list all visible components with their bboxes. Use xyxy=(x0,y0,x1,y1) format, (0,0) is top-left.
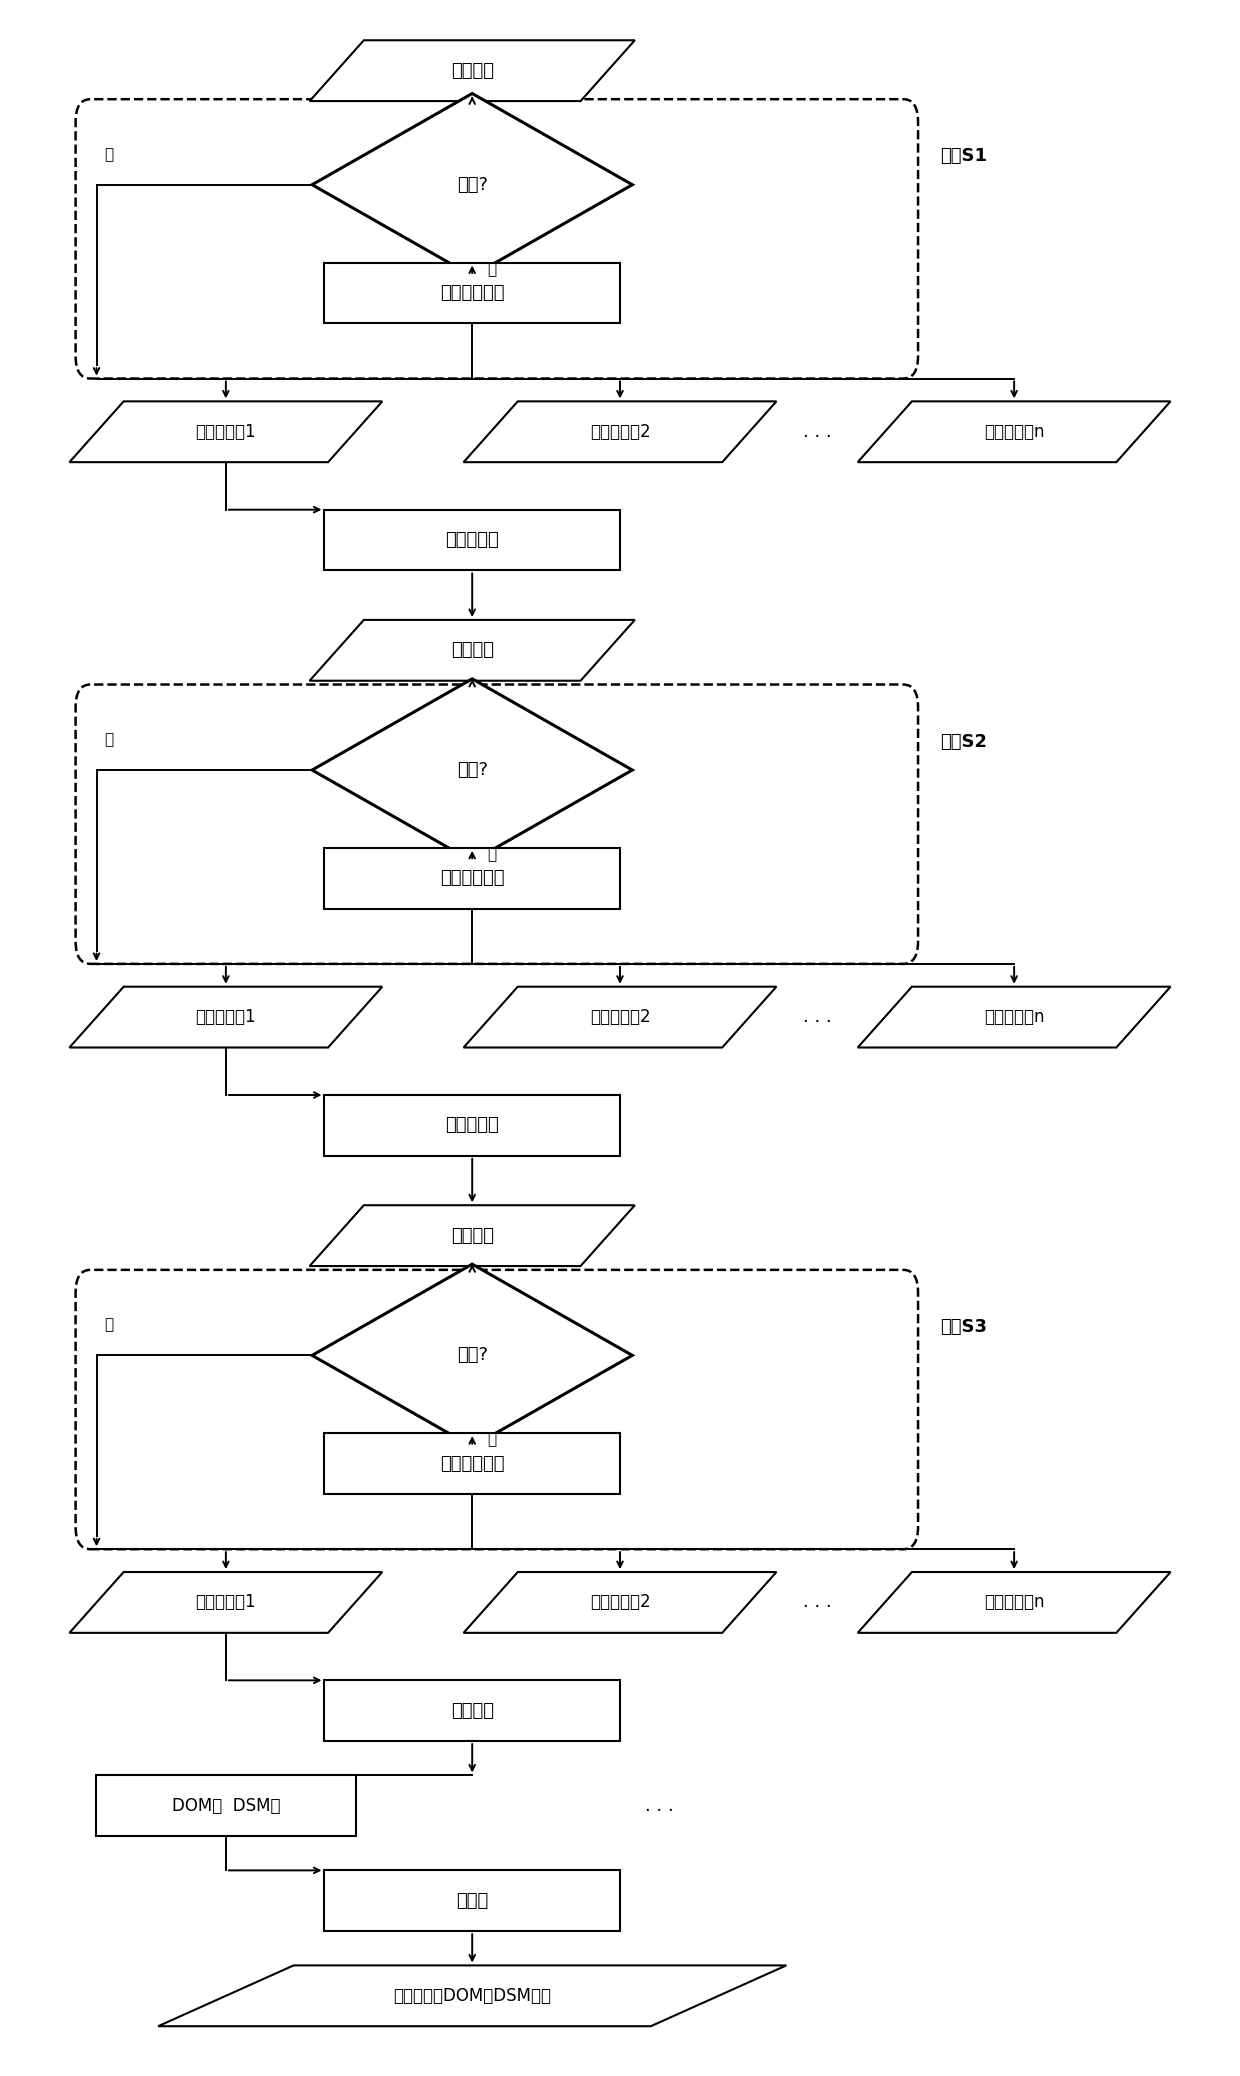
Polygon shape xyxy=(858,986,1171,1048)
Polygon shape xyxy=(69,401,382,463)
FancyBboxPatch shape xyxy=(325,1094,620,1156)
Text: 稀疏点云块n: 稀疏点云块n xyxy=(983,424,1044,440)
Polygon shape xyxy=(312,93,632,276)
Text: 稀疏点云块1: 稀疏点云块1 xyxy=(196,424,257,440)
Text: 否: 否 xyxy=(104,733,113,747)
Text: 是: 是 xyxy=(487,847,496,862)
FancyBboxPatch shape xyxy=(325,511,620,571)
Text: 稠密点云块n: 稠密点云块n xyxy=(983,1009,1044,1026)
Text: 三角网格: 三角网格 xyxy=(450,1227,494,1246)
Polygon shape xyxy=(312,679,632,862)
Text: 三角网格分块: 三角网格分块 xyxy=(440,1455,505,1472)
Polygon shape xyxy=(312,1264,632,1447)
Text: 稠密点云: 稠密点云 xyxy=(450,641,494,660)
Text: 分块?: 分块? xyxy=(456,762,487,778)
Text: 是: 是 xyxy=(487,262,496,276)
Text: 步骤S2: 步骤S2 xyxy=(940,733,987,752)
Text: 分块?: 分块? xyxy=(456,1347,487,1364)
FancyBboxPatch shape xyxy=(95,1775,356,1835)
Text: DOM块  DSM块: DOM块 DSM块 xyxy=(171,1796,280,1814)
Text: . . .: . . . xyxy=(802,1594,832,1611)
Text: 纹理贴图: 纹理贴图 xyxy=(450,1702,494,1719)
Text: 稠密点云块2: 稠密点云块2 xyxy=(590,1009,650,1026)
FancyBboxPatch shape xyxy=(325,847,620,909)
Text: 分块?: 分块? xyxy=(456,176,487,193)
Polygon shape xyxy=(464,1572,776,1634)
Text: 三角网格化: 三角网格化 xyxy=(445,1117,498,1133)
Text: 步骤S1: 步骤S1 xyxy=(940,147,987,166)
Text: 步骤S3: 步骤S3 xyxy=(940,1318,987,1335)
Text: 稠密点云分块: 稠密点云分块 xyxy=(440,870,505,886)
Text: 稀疏点云分块: 稀疏点云分块 xyxy=(440,284,505,301)
Polygon shape xyxy=(464,401,776,463)
Text: 三角网格块2: 三角网格块2 xyxy=(590,1594,650,1611)
Text: . . .: . . . xyxy=(645,1796,673,1814)
Text: 否: 否 xyxy=(104,147,113,162)
Polygon shape xyxy=(310,621,635,681)
Text: 是: 是 xyxy=(487,1432,496,1447)
Polygon shape xyxy=(310,1206,635,1266)
Text: 稠密点云块1: 稠密点云块1 xyxy=(196,1009,257,1026)
Text: 点云稠密化: 点云稠密化 xyxy=(445,531,498,548)
FancyBboxPatch shape xyxy=(325,1870,620,1931)
Text: 大场景完整DOM与DSM数据: 大场景完整DOM与DSM数据 xyxy=(393,1987,552,2005)
Polygon shape xyxy=(858,1572,1171,1634)
Polygon shape xyxy=(159,1966,786,2026)
FancyBboxPatch shape xyxy=(325,1432,620,1495)
Polygon shape xyxy=(858,401,1171,463)
Text: 块合并: 块合并 xyxy=(456,1891,489,1910)
Text: 稀疏点云块2: 稀疏点云块2 xyxy=(590,424,650,440)
Text: 否: 否 xyxy=(104,1318,113,1333)
Text: 三角网格块n: 三角网格块n xyxy=(983,1594,1044,1611)
Polygon shape xyxy=(464,986,776,1048)
Polygon shape xyxy=(310,39,635,102)
FancyBboxPatch shape xyxy=(325,264,620,324)
Text: 稀疏点云: 稀疏点云 xyxy=(450,62,494,79)
Polygon shape xyxy=(69,1572,382,1634)
FancyBboxPatch shape xyxy=(325,1679,620,1742)
Text: . . .: . . . xyxy=(802,1009,832,1026)
Text: . . .: . . . xyxy=(802,424,832,440)
Polygon shape xyxy=(69,986,382,1048)
Text: 三角网格块1: 三角网格块1 xyxy=(196,1594,257,1611)
